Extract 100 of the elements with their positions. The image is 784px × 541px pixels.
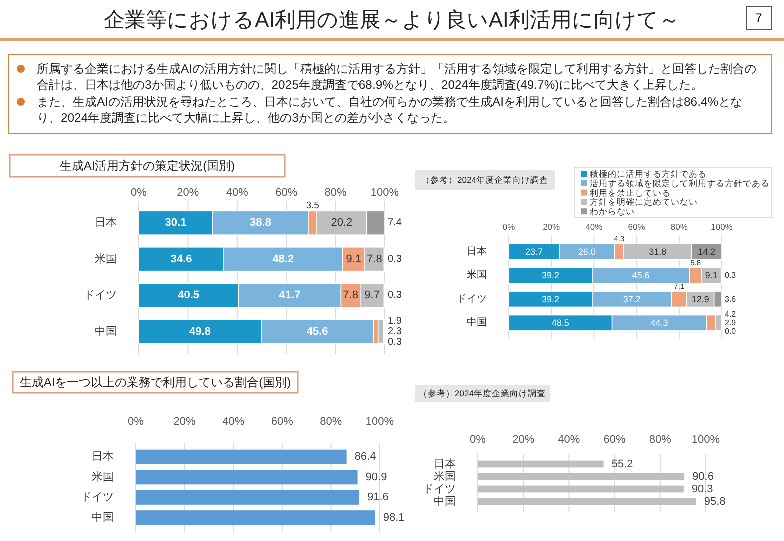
x-tick-label: 0% [470, 434, 486, 446]
data-label: 45.6 [632, 270, 650, 281]
data-label: 20.2 [331, 217, 353, 230]
bar [136, 470, 358, 485]
y-tick-label: 中国 [92, 510, 114, 524]
data-label: 49.8 [190, 326, 211, 338]
bar [478, 460, 604, 468]
data-label: 26.0 [578, 246, 596, 257]
x-tick-label: 0% [502, 222, 516, 232]
bar [478, 473, 685, 480]
data-label: 0.0 [725, 327, 737, 336]
data-label: 90.9 [366, 471, 388, 484]
data-label: 0.3 [388, 290, 402, 302]
data-label: 90.3 [692, 483, 714, 496]
data-label: 39.2 [542, 270, 560, 281]
data-label: 44.3 [650, 318, 668, 328]
data-label: 4.2 [725, 310, 737, 320]
data-label: 95.8 [704, 496, 726, 508]
x-tick-label: 60% [276, 187, 298, 199]
text: 所属する企業における生成AIの活用方針に関し「積極的に活用する方針」「活用する領域を限定して利用する方針」と回答した割合の合計は、日本は他の3か国より低いものの、2025年度調査で68.9%となり、2024年度調査(49.7%)に比べて大きく上昇した。 [37, 61, 758, 93]
y-tick-label: 日本 [92, 450, 114, 464]
x-tick-label: 0% [128, 416, 144, 428]
legend-label: わからない [590, 206, 635, 217]
data-label: 98.1 [383, 512, 405, 524]
bar [478, 486, 684, 493]
data-label: 91.6 [368, 492, 389, 504]
data-label: 14.2 [698, 246, 716, 257]
x-tick-label: 40% [558, 434, 580, 446]
data-label: 0.3 [388, 254, 402, 265]
y-tick-label: ドイツ [84, 290, 117, 302]
chart-title: 生成AI活用方針の策定状況(国別) [60, 159, 236, 173]
y-tick-label: 米国 [467, 269, 487, 282]
data-label: 12.9 [692, 294, 710, 304]
x-tick-label: 80% [324, 187, 348, 199]
data-label: 2.3 [388, 326, 402, 338]
x-tick-label: 40% [226, 187, 249, 199]
data-label: 7.4 [388, 218, 402, 229]
y-tick-label: 米国 [95, 252, 117, 266]
data-label: 39.2 [542, 294, 560, 304]
x-tick-label: 20% [543, 222, 561, 232]
y-tick-label: 日本 [467, 245, 487, 258]
legend-label: 利用を禁止している [590, 188, 671, 198]
text: 企業等におけるAI利用の進展～より良いAI利活用に向けて～ [103, 8, 681, 34]
data-label: 2.9 [725, 318, 737, 328]
bar [478, 498, 696, 506]
data-label: 45.6 [306, 326, 328, 338]
y-tick-label: 日本 [434, 457, 456, 470]
data-label: 9.1 [705, 270, 718, 281]
data-label: 37.2 [623, 294, 641, 304]
y-tick-label: 日本 [95, 216, 117, 230]
data-label: 31.8 [649, 246, 667, 257]
data-label: 48.2 [272, 253, 294, 266]
x-tick-label: 80% [670, 222, 688, 232]
data-label: 41.7 [279, 290, 301, 302]
y-tick-label: 中国 [95, 324, 117, 338]
data-label: 9.7 [364, 290, 380, 302]
bar [136, 490, 360, 505]
y-tick-label: ドイツ [457, 294, 487, 305]
data-label: 86.4 [354, 451, 376, 464]
x-tick-label: 100% [370, 187, 400, 199]
x-tick-label: 20% [512, 434, 535, 446]
x-tick-label: 100% [692, 434, 720, 446]
data-label: 23.7 [525, 246, 544, 257]
legend-label: 積極的に活用する方針である [590, 169, 707, 179]
data-label: 90.6 [692, 470, 714, 483]
text: また、生成AIの活用状況を尋ねたところ、日本において、自社の何らかの業務で生成AIを利用していると回答した割合は86.4%となり、2024年度調査に比べて大幅に上昇し、他の3か国との差が小さくなった。 [37, 94, 744, 126]
chart-title: （参考）2024年度企業向け調査 [419, 388, 546, 398]
data-label: 1.9 [388, 316, 402, 327]
x-tick-label: 60% [271, 416, 294, 428]
data-label: 0.3 [725, 271, 737, 280]
data-label: 7.8 [343, 290, 358, 302]
x-tick-label: 40% [222, 416, 245, 428]
x-tick-label: 20% [174, 416, 196, 428]
y-tick-label: 中国 [434, 494, 456, 508]
data-label: 30.1 [165, 217, 187, 230]
y-tick-label: 米国 [434, 470, 456, 483]
text: 7 [746, 6, 772, 30]
x-tick-label: 100% [711, 222, 734, 232]
legend-label: 活用する領域を限定して利用する方針である [590, 178, 770, 188]
x-tick-label: 60% [604, 434, 626, 446]
x-tick-label: 100% [366, 416, 394, 428]
bar [136, 510, 376, 526]
y-tick-label: ドイツ [81, 492, 114, 504]
x-tick-label: 40% [586, 222, 604, 232]
x-tick-label: 0% [131, 187, 148, 199]
x-tick-label: 20% [177, 187, 200, 199]
chart-title: （参考）2024年度企業向け調査 [422, 175, 548, 185]
bar [136, 450, 347, 464]
data-label: 3.5 [306, 200, 320, 212]
data-label: 48.5 [552, 318, 570, 328]
data-label: 38.8 [250, 217, 272, 230]
x-tick-label: 60% [628, 222, 646, 232]
y-tick-label: 米国 [92, 470, 114, 484]
y-tick-label: 中国 [467, 316, 487, 329]
data-label: 34.6 [170, 253, 192, 266]
x-tick-label: 80% [320, 416, 342, 428]
y-tick-label: ドイツ [423, 483, 456, 496]
data-label: 9.1 [346, 253, 362, 266]
data-label: 40.5 [178, 290, 200, 302]
data-label: 7.8 [367, 253, 382, 266]
